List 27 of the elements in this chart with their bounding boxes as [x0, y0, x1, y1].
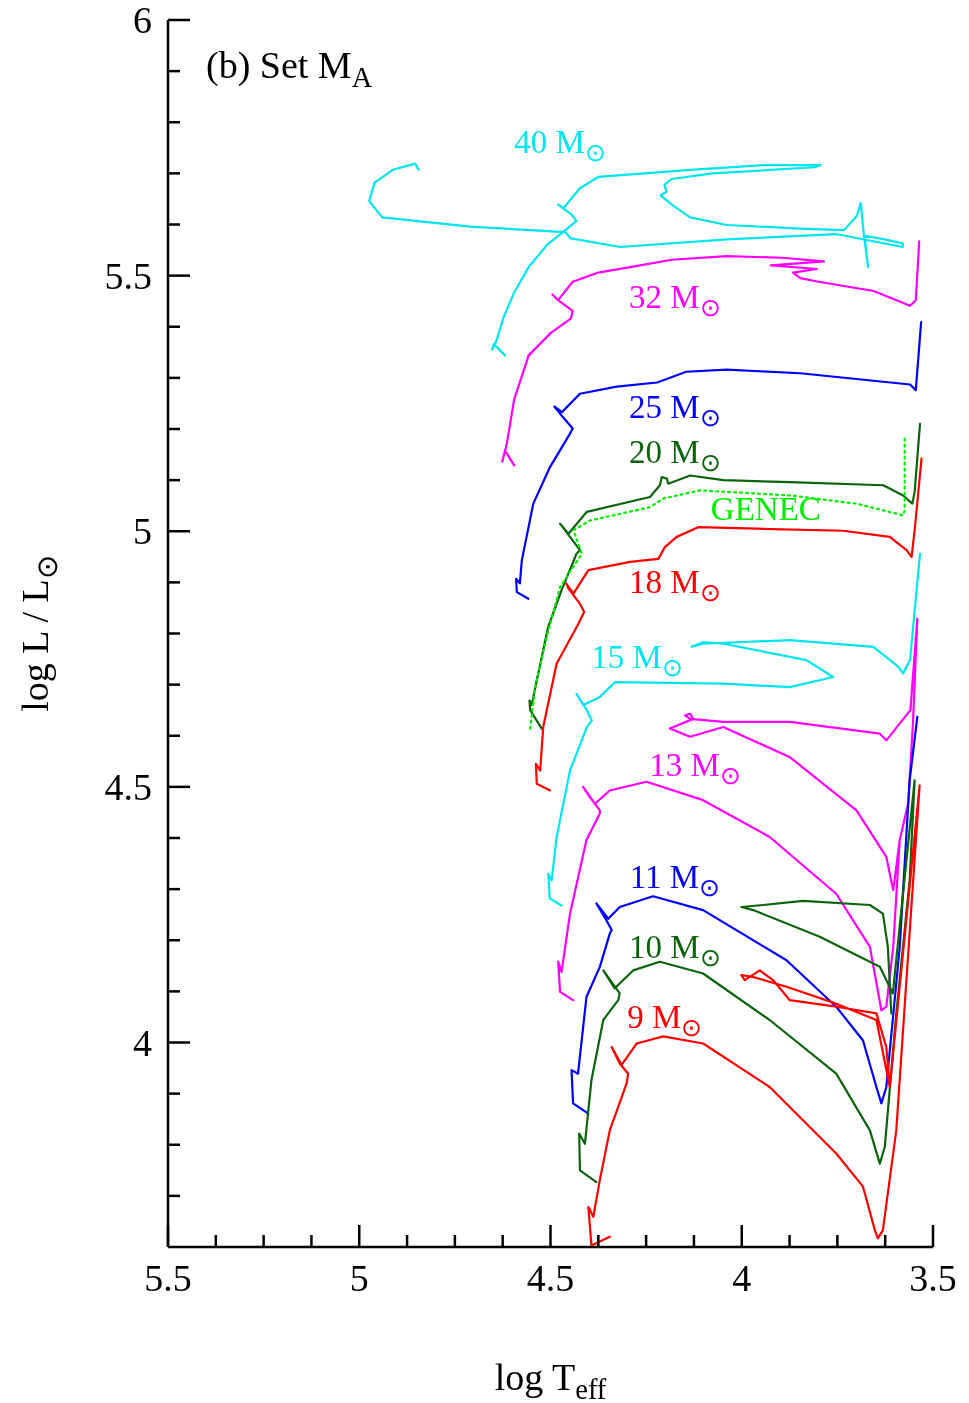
y-tick-label: 5	[133, 510, 152, 553]
series-label: 15 M$_{⊙}$	[591, 638, 683, 681]
line-series	[514, 321, 923, 600]
x-tick-label: 3.5	[909, 1257, 957, 1299]
series-label: 32 M$_{⊙}$	[629, 278, 721, 321]
x-tick-label: 4	[732, 1257, 752, 1299]
series-label: 40 M$_{⊙}$	[514, 123, 606, 166]
line-series	[547, 552, 922, 907]
line-series	[570, 715, 919, 1115]
y-tick-label: 4.5	[104, 765, 152, 808]
series-label: GENEC	[710, 491, 821, 527]
line-series	[368, 162, 904, 357]
line-series	[587, 784, 921, 1247]
y-tick-label: 4	[133, 1021, 152, 1064]
series-label: 10 M$_{⊙}$	[629, 929, 721, 971]
series-label: 20 M$_{⊙}$	[629, 433, 721, 476]
series-label: 9 M$_{⊙}$	[627, 999, 703, 1041]
x-tick-label: 5	[349, 1257, 369, 1299]
series-label: 25 M$_{⊙}$	[629, 388, 721, 431]
y-tick-label: 5.5	[104, 254, 152, 297]
series-label: 13 M$_{⊙}$	[649, 747, 741, 789]
x-tick-label: 4.5	[526, 1257, 575, 1299]
y-tick-label: 6	[133, 0, 152, 41]
series-label: 18 M$_{⊙}$	[629, 564, 721, 606]
text: (b) Set M$_{A}$	[206, 44, 373, 93]
series-label: 11 M$_{⊙}$	[629, 859, 720, 901]
x-axis-title: log T$_{eff}$	[494, 1356, 607, 1403]
